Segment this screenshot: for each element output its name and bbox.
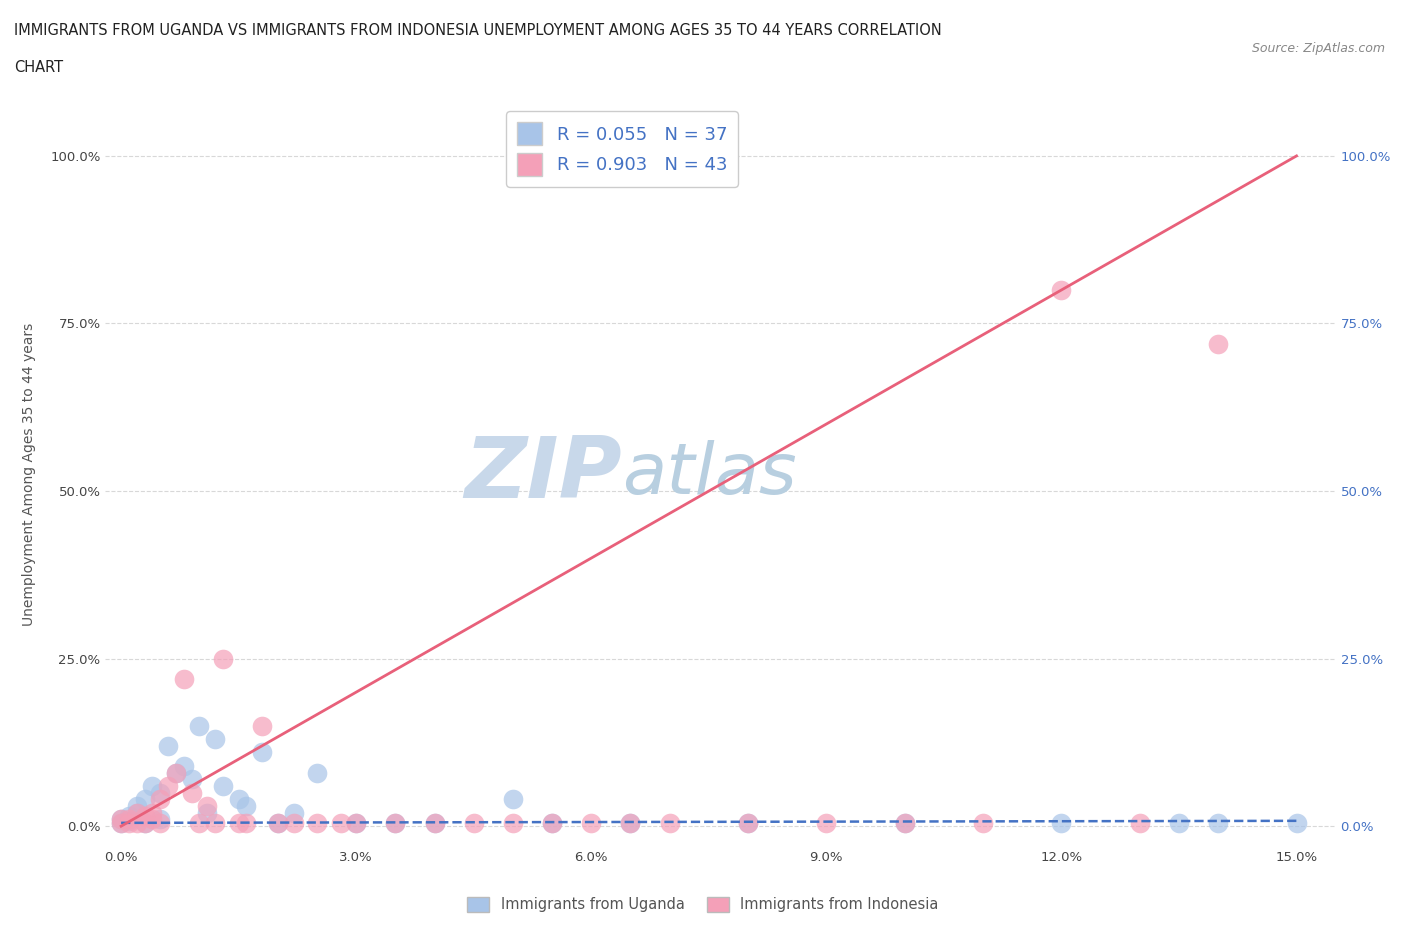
Point bbox=[502, 816, 524, 830]
Point bbox=[212, 778, 235, 793]
Point bbox=[125, 799, 148, 814]
Point bbox=[267, 816, 290, 830]
Point bbox=[141, 805, 163, 820]
Point bbox=[134, 792, 156, 807]
Point bbox=[165, 765, 187, 780]
Point bbox=[1129, 816, 1152, 830]
Point bbox=[118, 816, 141, 830]
Point bbox=[204, 732, 226, 747]
Point bbox=[110, 812, 132, 827]
Point bbox=[149, 816, 172, 830]
Point bbox=[1206, 336, 1229, 351]
Point bbox=[423, 816, 446, 830]
Point bbox=[1206, 816, 1229, 830]
Point bbox=[125, 805, 148, 820]
Point bbox=[118, 814, 141, 829]
Point bbox=[235, 816, 257, 830]
Point bbox=[893, 816, 915, 830]
Legend: R = 0.055   N = 37, R = 0.903   N = 43: R = 0.055 N = 37, R = 0.903 N = 43 bbox=[506, 112, 738, 187]
Point bbox=[250, 745, 273, 760]
Point bbox=[125, 805, 148, 820]
Point bbox=[125, 816, 148, 830]
Point bbox=[141, 778, 163, 793]
Point bbox=[118, 812, 141, 827]
Point bbox=[344, 816, 367, 830]
Text: CHART: CHART bbox=[14, 60, 63, 75]
Text: atlas: atlas bbox=[621, 440, 797, 509]
Point bbox=[619, 816, 641, 830]
Point bbox=[1285, 816, 1308, 830]
Text: ZIP: ZIP bbox=[464, 432, 621, 516]
Point bbox=[180, 785, 202, 800]
Point bbox=[110, 816, 132, 830]
Point bbox=[188, 718, 211, 733]
Point bbox=[329, 816, 352, 830]
Point bbox=[619, 816, 641, 830]
Point bbox=[195, 805, 218, 820]
Point bbox=[157, 738, 180, 753]
Point bbox=[581, 816, 603, 830]
Point bbox=[149, 812, 172, 827]
Point bbox=[305, 816, 328, 830]
Point bbox=[893, 816, 915, 830]
Point bbox=[180, 772, 202, 787]
Point bbox=[250, 718, 273, 733]
Point bbox=[658, 816, 681, 830]
Point bbox=[118, 809, 141, 824]
Point bbox=[283, 805, 305, 820]
Point bbox=[149, 792, 172, 807]
Point bbox=[188, 816, 211, 830]
Point bbox=[384, 816, 406, 830]
Point bbox=[134, 809, 156, 824]
Point bbox=[423, 816, 446, 830]
Point bbox=[173, 759, 195, 774]
Point bbox=[141, 812, 163, 827]
Point bbox=[228, 792, 250, 807]
Point bbox=[110, 812, 132, 827]
Point bbox=[134, 816, 156, 830]
Point bbox=[1050, 283, 1073, 298]
Point bbox=[502, 792, 524, 807]
Point bbox=[165, 765, 187, 780]
Point bbox=[267, 816, 290, 830]
Point bbox=[737, 816, 759, 830]
Point bbox=[463, 816, 485, 830]
Point bbox=[228, 816, 250, 830]
Y-axis label: Unemployment Among Ages 35 to 44 years: Unemployment Among Ages 35 to 44 years bbox=[22, 323, 37, 626]
Point bbox=[815, 816, 838, 830]
Point bbox=[384, 816, 406, 830]
Point bbox=[305, 765, 328, 780]
Point bbox=[235, 799, 257, 814]
Point bbox=[204, 816, 226, 830]
Point bbox=[149, 785, 172, 800]
Point bbox=[1168, 816, 1191, 830]
Text: Source: ZipAtlas.com: Source: ZipAtlas.com bbox=[1251, 42, 1385, 55]
Point bbox=[212, 651, 235, 666]
Point bbox=[157, 778, 180, 793]
Point bbox=[173, 671, 195, 686]
Point bbox=[110, 816, 132, 830]
Point bbox=[1050, 816, 1073, 830]
Text: IMMIGRANTS FROM UGANDA VS IMMIGRANTS FROM INDONESIA UNEMPLOYMENT AMONG AGES 35 T: IMMIGRANTS FROM UGANDA VS IMMIGRANTS FRO… bbox=[14, 23, 942, 38]
Point bbox=[283, 816, 305, 830]
Point bbox=[134, 816, 156, 830]
Legend: Immigrants from Uganda, Immigrants from Indonesia: Immigrants from Uganda, Immigrants from … bbox=[461, 891, 945, 918]
Point bbox=[195, 799, 218, 814]
Point bbox=[541, 816, 564, 830]
Point bbox=[344, 816, 367, 830]
Point bbox=[541, 816, 564, 830]
Point bbox=[972, 816, 994, 830]
Point bbox=[737, 816, 759, 830]
